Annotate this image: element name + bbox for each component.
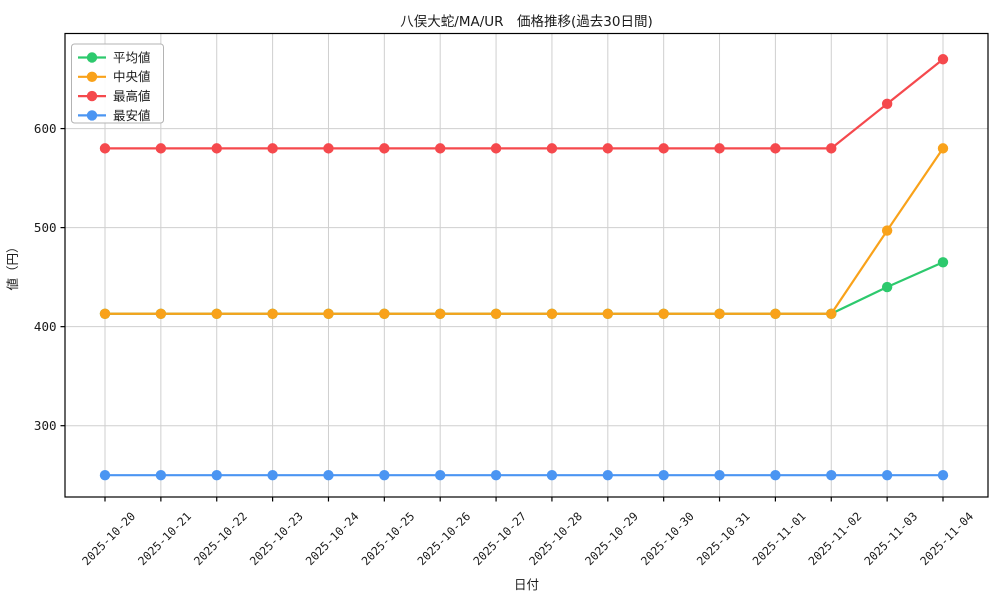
series-marker-max — [267, 143, 278, 154]
x-tick-label: 2025-10-20 — [79, 509, 138, 568]
x-tick-label: 2025-10-29 — [582, 509, 641, 568]
legend-marker-average — [86, 52, 98, 63]
series-marker-average — [881, 281, 893, 293]
series-line-median — [105, 147, 944, 315]
legend-item-min: 最安値 — [78, 108, 151, 123]
series-marker-max — [546, 143, 558, 154]
series-marker-median — [714, 308, 725, 319]
series-marker-min — [99, 470, 111, 481]
legend-label-median: 中央値 — [113, 69, 151, 84]
series-marker-median — [267, 308, 278, 319]
series-marker-max — [714, 143, 725, 154]
x-tick-label: 2025-10-30 — [638, 509, 697, 568]
series-marker-min — [546, 470, 558, 481]
series-marker-min — [714, 470, 725, 481]
series-marker-max — [155, 143, 167, 154]
series-marker-max — [211, 143, 222, 154]
x-tick-label: 2025-10-27 — [470, 509, 529, 568]
series-marker-min — [602, 470, 613, 481]
series-marker-median — [546, 308, 558, 319]
series-marker-max — [602, 143, 613, 154]
series-marker-median — [99, 308, 111, 319]
series-marker-max — [770, 143, 781, 154]
series-marker-median — [602, 308, 613, 319]
series-marker-average — [937, 257, 949, 268]
y-tick-label: 500 — [34, 220, 57, 235]
chart-title: 八俣大蛇/MA/UR 価格推移(過去30日間) — [400, 14, 652, 30]
series-marker-median — [826, 308, 837, 319]
y-tick-label: 600 — [34, 121, 57, 136]
x-tick-label: 2025-11-04 — [917, 509, 976, 568]
x-tick-label: 2025-11-02 — [806, 509, 865, 568]
series-marker-max — [379, 143, 390, 154]
series-line-average — [105, 261, 944, 315]
series-lines — [99, 54, 949, 481]
series-marker-max — [490, 143, 502, 154]
x-tick-label: 2025-10-26 — [414, 509, 473, 568]
series-marker-max — [435, 143, 446, 154]
series-marker-max — [323, 143, 334, 154]
legend-box — [71, 43, 164, 124]
series-line-max — [105, 58, 944, 150]
series-marker-min — [658, 470, 669, 481]
gridlines — [65, 33, 988, 497]
series-marker-median — [435, 308, 446, 319]
legend-item-median: 中央値 — [78, 69, 151, 84]
legend-label-max: 最高値 — [113, 89, 151, 104]
series-marker-max — [826, 143, 837, 154]
series-marker-min — [770, 470, 781, 481]
series-marker-min — [826, 470, 837, 481]
x-tick-label: 2025-10-24 — [303, 509, 362, 568]
legend-marker-max — [86, 90, 98, 102]
axes: 3004005006002025-10-202025-10-212025-10-… — [34, 32, 989, 568]
series-marker-max — [658, 143, 669, 154]
series-marker-median — [155, 308, 167, 319]
y-axis-label: 値（円） — [5, 240, 20, 290]
legend-item-max: 最高値 — [78, 89, 151, 104]
x-tick-label: 2025-11-01 — [750, 509, 809, 568]
series-marker-median — [658, 308, 669, 319]
series-marker-max — [99, 143, 111, 154]
series-marker-min — [379, 470, 390, 481]
series-marker-median — [379, 308, 390, 319]
legend-marker-median — [86, 71, 98, 83]
series-marker-min — [881, 470, 893, 481]
series-marker-min — [435, 470, 446, 481]
legend-label-min: 最安値 — [113, 108, 151, 123]
x-tick-label: 2025-10-23 — [247, 509, 306, 568]
x-tick-label: 2025-10-21 — [135, 509, 194, 568]
plot-border — [64, 32, 989, 498]
series-marker-median — [323, 308, 334, 319]
series-marker-max — [881, 98, 893, 110]
series-marker-min — [323, 470, 334, 481]
series-marker-min — [937, 470, 949, 481]
series-marker-median — [881, 225, 893, 236]
legend-marker-min — [86, 110, 98, 121]
legend-item-average: 平均値 — [78, 50, 151, 65]
series-marker-median — [490, 308, 502, 319]
series-marker-min — [155, 470, 167, 481]
series-marker-median — [937, 143, 949, 154]
series-marker-median — [211, 308, 222, 319]
x-tick-label: 2025-10-25 — [359, 509, 418, 568]
series-marker-median — [770, 308, 781, 319]
x-tick-label: 2025-10-31 — [694, 509, 753, 568]
x-axis-label: 日付 — [514, 577, 539, 592]
y-tick-label: 300 — [34, 418, 57, 433]
x-tick-label: 2025-10-22 — [191, 509, 250, 568]
series-marker-min — [267, 470, 278, 481]
x-tick-label: 2025-10-28 — [526, 509, 585, 568]
x-tick-label: 2025-11-03 — [861, 509, 920, 568]
legend-label-average: 平均値 — [113, 50, 151, 65]
series-marker-min — [211, 470, 222, 481]
y-tick-label: 400 — [34, 319, 57, 334]
series-marker-max — [937, 54, 949, 65]
series-marker-min — [490, 470, 502, 481]
